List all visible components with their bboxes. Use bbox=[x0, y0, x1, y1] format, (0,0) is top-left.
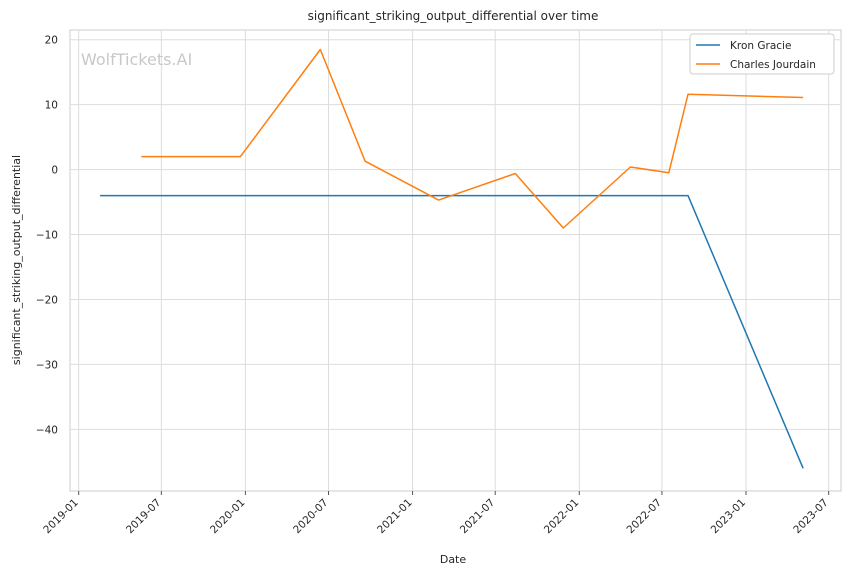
grid bbox=[70, 30, 841, 495]
x-tick-labels: 2019-01 2019-07 2020-01 2020-07 2021-01 2021-… bbox=[41, 497, 830, 537]
y-tick-label: −30 bbox=[36, 359, 58, 371]
series-layer bbox=[100, 48, 804, 469]
watermark: WolfTickets.AI bbox=[81, 50, 192, 69]
legend-label-kron-gracie: Kron Gracie bbox=[730, 40, 791, 52]
x-tick-label: 2021-07 bbox=[458, 497, 498, 537]
x-tick-label: 2023-01 bbox=[709, 497, 749, 537]
x-tick-label: 2022-01 bbox=[542, 497, 582, 537]
y-tick-label: 10 bbox=[45, 100, 58, 112]
y-tick-label: −40 bbox=[36, 424, 58, 436]
y-axis-label: significant_striking_output_differential bbox=[10, 155, 23, 365]
x-tick-label: 2019-07 bbox=[124, 497, 164, 537]
x-tick-label: 2020-07 bbox=[291, 497, 331, 537]
series-line-charles-jourdain bbox=[141, 48, 804, 229]
x-tick-label: 2021-01 bbox=[375, 497, 415, 537]
plot-area bbox=[69, 29, 842, 492]
legend-box bbox=[689, 33, 835, 75]
x-axis-label: Date bbox=[440, 553, 467, 566]
y-tick-label: −20 bbox=[36, 294, 58, 306]
series-line-kron-gracie bbox=[100, 194, 804, 469]
y-tick-label: −10 bbox=[36, 230, 58, 242]
chart-title: significant_striking_output_differential… bbox=[308, 9, 599, 23]
x-tick-label: 2019-01 bbox=[41, 497, 81, 537]
x-tick-label: 2020-01 bbox=[208, 497, 248, 537]
y-tick-label: 0 bbox=[51, 165, 58, 177]
legend-label-charles-jourdain: Charles Jourdain bbox=[730, 59, 816, 71]
x-tick-label: 2022-07 bbox=[625, 497, 665, 537]
y-tick-labels: 20 10 0 −10 −20 −30 −40 bbox=[36, 35, 58, 437]
x-tick-label: 2023-07 bbox=[791, 497, 831, 537]
y-tick-label: 20 bbox=[45, 35, 58, 47]
legend: Kron Gracie Charles Jourdain bbox=[689, 33, 835, 75]
